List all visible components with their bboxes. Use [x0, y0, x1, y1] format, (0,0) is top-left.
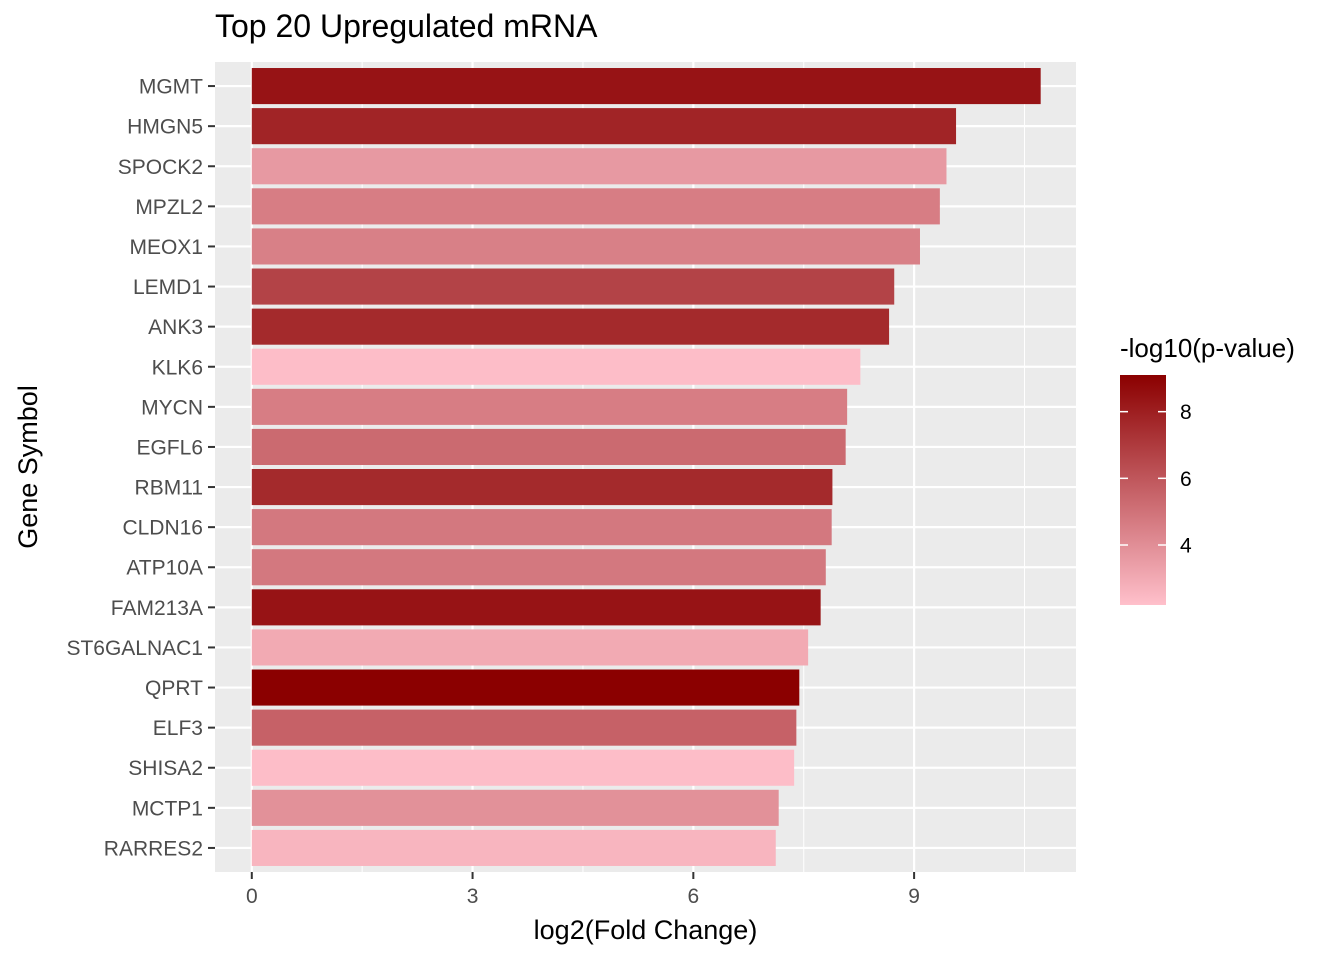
legend-tick-label: 4 [1180, 535, 1192, 558]
bar-cldn16 [251, 509, 832, 546]
bar-mpzl2 [251, 188, 940, 225]
y-tick-label: MEOX1 [129, 236, 203, 259]
y-tick-label: MGMT [139, 76, 203, 99]
bar-klk6 [251, 348, 861, 385]
y-tick-label: CLDN16 [122, 517, 203, 540]
y-axis: MGMT HMGN5 SPOCK2 MPZL2 MEOX1 LEMD1 ANK3 KLK6 MY… [66, 76, 215, 860]
bar-spock2 [251, 148, 947, 185]
y-tick-label: QPRT [145, 677, 203, 700]
y-tick-label: LEMD1 [133, 276, 203, 299]
y-tick-label: ATP10A [126, 557, 203, 580]
bar-qprt [251, 669, 800, 706]
color-legend: -log10(p-value) 4 6 8 [1120, 333, 1295, 605]
legend-tick-label: 8 [1180, 401, 1192, 424]
bar-atp10a [251, 549, 826, 586]
y-axis-title: Gene Symbol [13, 385, 43, 549]
y-tick-label: ELF3 [153, 717, 203, 740]
bar-mycn [251, 388, 848, 425]
y-tick-label: HMGN5 [127, 116, 203, 139]
x-tick-label: 9 [908, 885, 920, 908]
y-tick-label: FAM213A [111, 597, 203, 620]
y-tick-label: MPZL2 [135, 196, 203, 219]
x-tick-label: 3 [467, 885, 479, 908]
bar-rarres2 [251, 829, 776, 866]
legend-ticks: 4 6 8 [1120, 401, 1192, 558]
y-tick-label: EGFL6 [136, 436, 203, 459]
bar-st6galnac1 [251, 629, 809, 666]
bar-lemd1 [251, 268, 895, 305]
y-tick-label: MCTP1 [132, 797, 203, 820]
bar-hmgn5 [251, 108, 957, 145]
bar-elf3 [251, 709, 797, 746]
x-axis-title: log2(Fold Change) [534, 915, 758, 945]
bar-mgmt [251, 68, 1041, 105]
y-tick-label: ANK3 [148, 316, 203, 339]
bar-fam213a [251, 589, 821, 626]
bar-rbm11 [251, 469, 833, 506]
bar-meox1 [251, 228, 920, 265]
chart-title: Top 20 Upregulated mRNA [215, 8, 598, 44]
x-tick-label: 0 [246, 885, 258, 908]
y-tick-label: ST6GALNAC1 [66, 637, 203, 660]
y-tick-label: SHISA2 [128, 757, 203, 780]
legend-colorbar [1120, 375, 1166, 605]
y-tick-label: MYCN [141, 396, 203, 419]
legend-title: -log10(p-value) [1120, 333, 1295, 363]
bar-mctp1 [251, 789, 779, 826]
legend-tick-label: 6 [1180, 468, 1192, 491]
x-tick-label: 6 [687, 885, 699, 908]
bar-shisa2 [251, 749, 795, 786]
y-tick-label: SPOCK2 [118, 156, 203, 179]
y-tick-label: KLK6 [152, 356, 203, 379]
bar-ank3 [251, 308, 890, 345]
y-tick-label: RBM11 [135, 477, 203, 500]
x-axis: 0 3 6 9 [246, 872, 920, 908]
y-tick-label: RARRES2 [104, 837, 203, 860]
bar-layer [251, 68, 1041, 866]
bar-egfl6 [251, 428, 846, 465]
